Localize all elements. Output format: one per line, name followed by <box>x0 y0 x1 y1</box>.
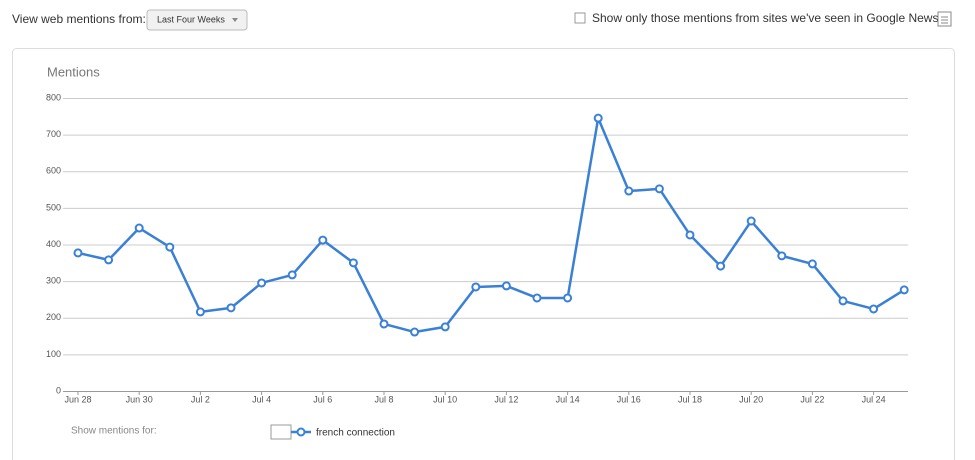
data-point <box>195 307 205 317</box>
y-tick-label: 400 <box>46 239 61 249</box>
x-tick-label: Jul 6 <box>313 394 332 404</box>
chart-title: Mentions <box>47 64 100 79</box>
chart-panel <box>12 48 955 460</box>
data-point <box>73 248 83 258</box>
data-point <box>501 281 511 291</box>
dropdown-value[interactable]: Last Four Weeks <box>157 14 225 24</box>
data-point <box>348 258 358 268</box>
y-tick-label: 500 <box>46 202 61 212</box>
x-tick-label: Jul 4 <box>252 394 271 404</box>
legend-entry: french connection <box>316 428 395 439</box>
x-tick-label: Jul 22 <box>800 394 824 404</box>
data-point <box>532 293 542 303</box>
x-tick-label: Jul 10 <box>433 394 457 404</box>
data-point <box>746 216 756 226</box>
dropdown-box[interactable] <box>146 9 248 31</box>
range-label: View web mentions from: <box>12 12 146 26</box>
range-dropdown[interactable]: Last Four Weeks <box>146 9 248 31</box>
data-point <box>134 223 144 233</box>
x-tick-label: Jul 2 <box>191 394 210 404</box>
data-point <box>257 278 267 288</box>
data-point <box>838 296 848 306</box>
data-point <box>899 285 909 295</box>
y-tick-label: 100 <box>46 349 61 359</box>
data-point <box>716 261 726 271</box>
legend-toggle[interactable] <box>270 424 292 440</box>
y-tick-label: 0 <box>56 385 61 395</box>
data-point <box>104 255 114 265</box>
data-point <box>593 113 603 123</box>
x-tick-label: Jul 18 <box>678 394 702 404</box>
x-tick-label: Jul 16 <box>617 394 641 404</box>
x-tick-label: Jul 8 <box>374 394 393 404</box>
y-tick-label: 200 <box>46 312 61 322</box>
data-point <box>777 251 787 261</box>
data-point <box>624 186 634 196</box>
news-filter-label: Show only those mentions from sites we'v… <box>592 11 938 25</box>
data-point <box>471 282 481 292</box>
data-point <box>379 319 389 329</box>
news-checkbox[interactable] <box>574 12 586 24</box>
x-tick-label: Jul 24 <box>862 394 886 404</box>
y-tick-label: 700 <box>46 129 61 139</box>
series-line <box>77 116 905 334</box>
data-point <box>440 322 450 332</box>
data-point <box>165 242 175 252</box>
data-point <box>807 259 817 269</box>
data-point <box>869 304 879 314</box>
legend-label: Show mentions for: <box>71 426 157 437</box>
x-tick-label: Jun 28 <box>64 394 91 404</box>
y-tick-label: 800 <box>46 92 61 102</box>
data-point <box>685 230 695 240</box>
x-tick-label: Jun 30 <box>126 394 153 404</box>
data-point <box>410 327 420 337</box>
data-point <box>318 235 328 245</box>
data-point <box>654 184 664 194</box>
x-tick-label: Jul 14 <box>556 394 580 404</box>
data-point <box>563 293 573 303</box>
x-tick-label: Jul 20 <box>739 394 763 404</box>
calendar-icon <box>937 11 952 27</box>
y-tick-label: 300 <box>46 276 61 286</box>
dropdown-arrow <box>232 18 238 22</box>
y-tick-label: 600 <box>46 166 61 176</box>
x-tick-label: Jul 12 <box>494 394 518 404</box>
data-point <box>287 270 297 280</box>
data-point <box>226 303 236 313</box>
legend-marker <box>296 427 306 437</box>
